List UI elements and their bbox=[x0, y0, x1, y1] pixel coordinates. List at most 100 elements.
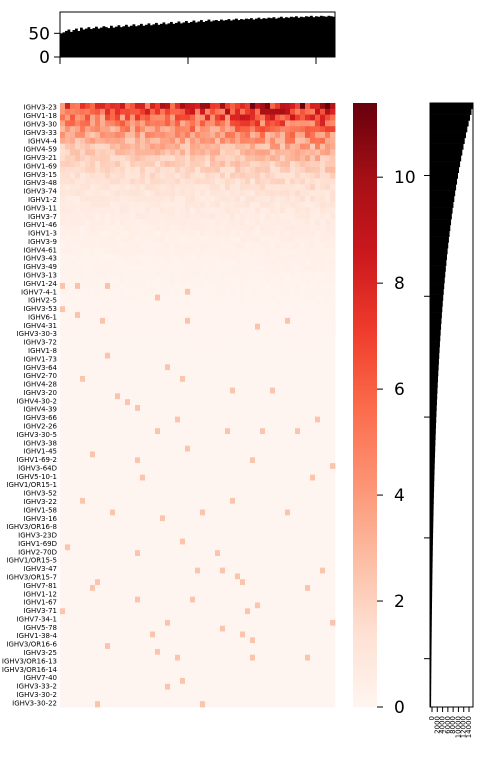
top-bar bbox=[77, 30, 81, 57]
heatmap-cell bbox=[95, 294, 101, 301]
heatmap-cell bbox=[80, 346, 86, 354]
heatmap-cell bbox=[235, 445, 241, 452]
heatmap-cell bbox=[100, 538, 106, 545]
heatmap-cell bbox=[255, 132, 261, 139]
heatmap-cell bbox=[320, 224, 326, 232]
heatmap-cell bbox=[75, 480, 81, 487]
heatmap-cell bbox=[220, 213, 226, 220]
heatmap-cell bbox=[290, 544, 296, 551]
heatmap-cell bbox=[285, 288, 291, 296]
heatmap-cell bbox=[255, 178, 261, 185]
heatmap-cell bbox=[275, 416, 281, 423]
heatmap-cell bbox=[315, 283, 321, 290]
heatmap-cell bbox=[205, 445, 211, 452]
heatmap-cell bbox=[115, 579, 121, 586]
heatmap-cell bbox=[205, 492, 211, 499]
heatmap-cell bbox=[170, 422, 176, 429]
heatmap-cell bbox=[255, 556, 261, 563]
heatmap-cell bbox=[210, 474, 216, 481]
heatmap-cell bbox=[125, 445, 131, 452]
heatmap-cell bbox=[205, 277, 211, 284]
heatmap-cell bbox=[295, 155, 301, 162]
heatmap-cell bbox=[150, 573, 156, 580]
heatmap-cell bbox=[170, 207, 176, 214]
heatmap-cell bbox=[225, 288, 231, 296]
heatmap-cell bbox=[315, 103, 321, 110]
heatmap-cell bbox=[140, 265, 146, 272]
heatmap-cell bbox=[295, 434, 301, 441]
heatmap-cell bbox=[240, 277, 246, 284]
heatmap-cell bbox=[285, 480, 291, 487]
heatmap-cell bbox=[250, 439, 256, 447]
heatmap-cell bbox=[220, 474, 226, 481]
heatmap-cell bbox=[115, 463, 121, 470]
heatmap-cell bbox=[70, 254, 76, 261]
heatmap-cell bbox=[265, 195, 271, 203]
heatmap-cell bbox=[215, 201, 221, 208]
heatmap-cell bbox=[265, 375, 271, 383]
heatmap-cell bbox=[215, 195, 221, 203]
heatmap-cell bbox=[105, 579, 111, 586]
heatmap-cell bbox=[295, 497, 301, 505]
heatmap-cell bbox=[210, 457, 216, 464]
heatmap-cell bbox=[275, 521, 281, 528]
heatmap-cell bbox=[240, 219, 246, 226]
heatmap-cell bbox=[95, 556, 101, 563]
heatmap-cell bbox=[75, 544, 81, 551]
heatmap-cell bbox=[190, 254, 196, 261]
heatmap-cell bbox=[240, 561, 246, 569]
heatmap-cell bbox=[240, 195, 246, 203]
heatmap-cell bbox=[180, 201, 186, 208]
heatmap-cell bbox=[75, 428, 81, 435]
heatmap-cell bbox=[150, 294, 156, 301]
heatmap-cell bbox=[135, 207, 141, 214]
heatmap-cell bbox=[240, 387, 246, 394]
heatmap-cell bbox=[110, 161, 116, 168]
heatmap-cell bbox=[140, 468, 146, 476]
heatmap-cell bbox=[275, 370, 281, 377]
heatmap-cell bbox=[320, 341, 326, 348]
heatmap-cell bbox=[150, 184, 156, 191]
heatmap-cell bbox=[210, 143, 216, 150]
heatmap-cell bbox=[95, 434, 101, 441]
heatmap-cell bbox=[145, 195, 151, 203]
heatmap-cell bbox=[275, 532, 281, 539]
heatmap-cell bbox=[280, 271, 286, 278]
top-bar bbox=[170, 21, 173, 57]
heatmap-cell bbox=[180, 236, 186, 243]
heatmap-cell bbox=[250, 399, 256, 406]
heatmap-cell bbox=[125, 364, 131, 371]
heatmap-cell bbox=[300, 399, 306, 406]
heatmap-cell bbox=[215, 329, 221, 336]
heatmap-cell bbox=[170, 329, 176, 336]
heatmap-cell bbox=[170, 190, 176, 197]
heatmap-cell bbox=[265, 358, 271, 365]
heatmap-cell bbox=[125, 224, 131, 232]
heatmap-cell bbox=[290, 143, 296, 150]
heatmap-cell bbox=[125, 184, 131, 191]
heatmap-cell bbox=[325, 352, 331, 359]
heatmap-cell bbox=[305, 306, 311, 313]
heatmap-cell bbox=[300, 213, 306, 220]
top-bar bbox=[92, 28, 96, 57]
top-ytick-label: 0 bbox=[39, 48, 50, 68]
heatmap-cell bbox=[190, 317, 196, 325]
heatmap-cell bbox=[110, 201, 116, 208]
heatmap-cell bbox=[70, 550, 76, 557]
heatmap-cell bbox=[185, 114, 191, 121]
heatmap-cell bbox=[75, 590, 81, 598]
heatmap-cell bbox=[260, 445, 266, 452]
heatmap-cell bbox=[115, 486, 121, 493]
heatmap-cell bbox=[180, 103, 186, 110]
heatmap-cell bbox=[300, 556, 306, 563]
heatmap-cell bbox=[280, 364, 286, 371]
heatmap-cell bbox=[265, 492, 271, 499]
heatmap-cell bbox=[125, 230, 131, 237]
heatmap-cell bbox=[280, 207, 286, 214]
heatmap-cell bbox=[195, 306, 201, 313]
heatmap-cell bbox=[325, 451, 331, 458]
heatmap-cell bbox=[165, 463, 171, 470]
heatmap-cell bbox=[315, 509, 321, 516]
heatmap-cell bbox=[110, 137, 116, 145]
heatmap-cell bbox=[85, 341, 91, 348]
